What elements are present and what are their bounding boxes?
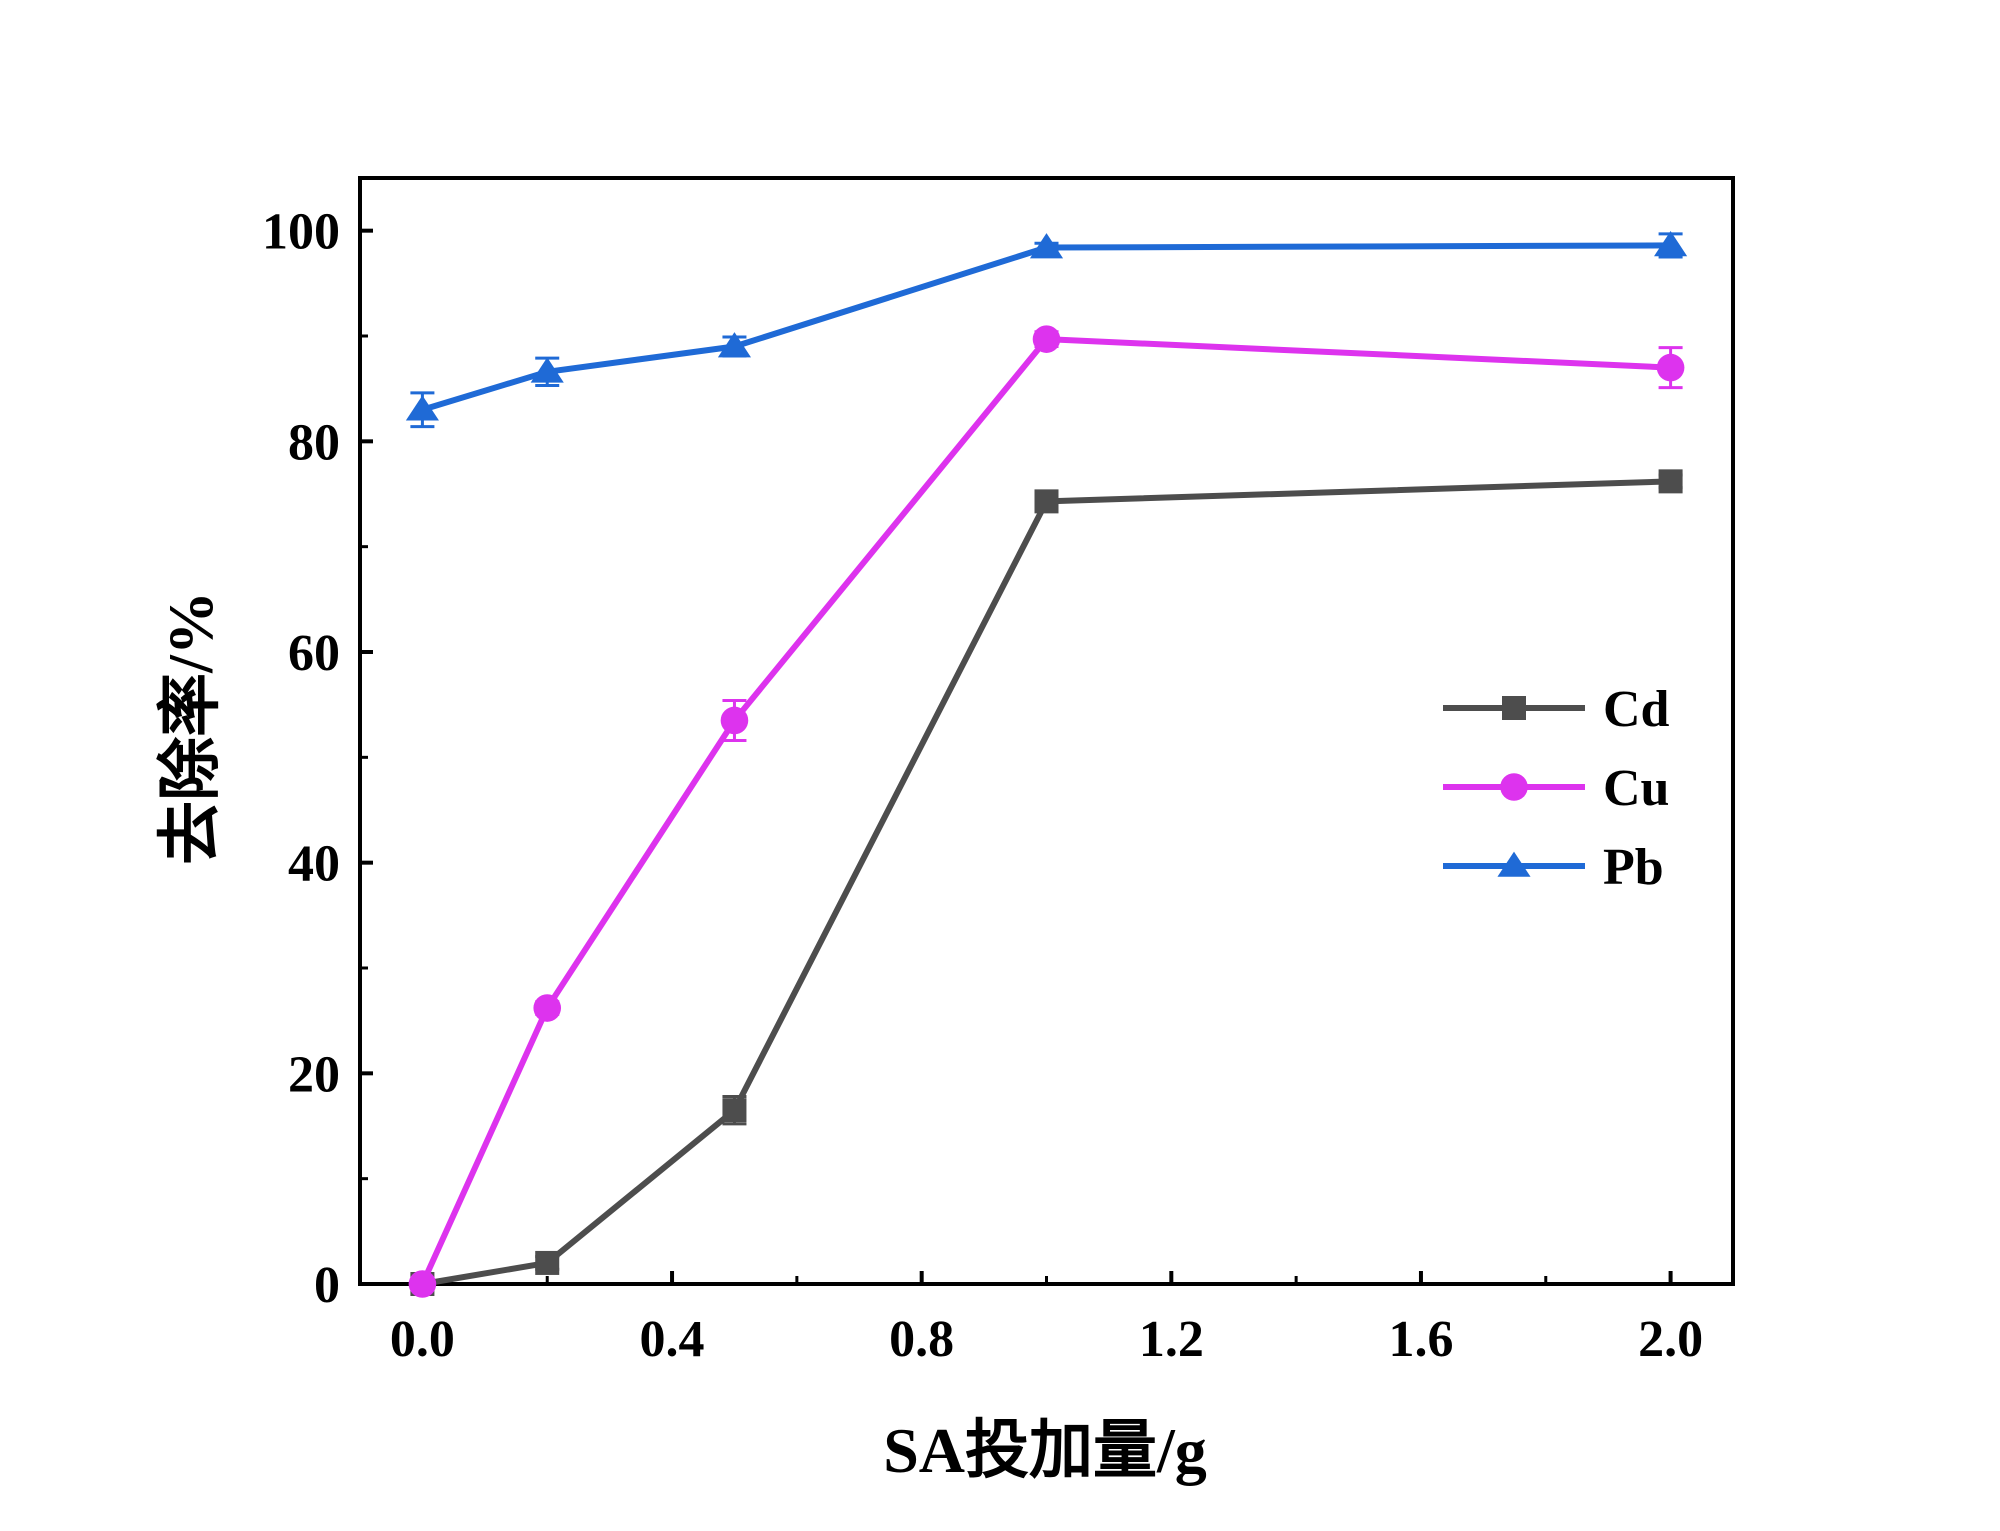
legend-marker-cd	[1502, 696, 1526, 720]
data-point-cu	[408, 1270, 437, 1298]
x-tick-label: 0.4	[640, 1311, 705, 1368]
data-point-cd	[722, 1098, 747, 1123]
legend-entry-cu: Cu	[1443, 760, 1669, 817]
data-point-cu	[1032, 325, 1061, 353]
legend-marker-cu	[1500, 773, 1528, 801]
x-tick-label: 2.0	[1638, 1311, 1703, 1368]
axes: 0 20 40 60 80 100 0.0 0.4 0.8 1.2 1.6 2.0	[262, 176, 1735, 1368]
x-tick-label: 0.0	[390, 1311, 455, 1368]
legend-label-cd: Cd	[1603, 681, 1670, 738]
legend-entry-cd: Cd	[1443, 681, 1670, 738]
data-point-cd	[1658, 469, 1683, 494]
x-axis-title: SA投加量/g	[883, 1415, 1207, 1486]
x-tick-label: 1.6	[1388, 1311, 1453, 1368]
data-point-cu	[720, 706, 749, 735]
y-tick-label: 20	[288, 1046, 340, 1103]
plot-data	[405, 231, 1688, 1298]
data-point-pb	[717, 332, 752, 358]
x-tick-label: 1.2	[1139, 1311, 1204, 1368]
legend-label-cu: Cu	[1603, 760, 1669, 817]
y-tick-label: 80	[288, 414, 340, 471]
series-cd	[410, 469, 1683, 1296]
data-point-cu	[1656, 353, 1685, 382]
y-tick-label: 60	[288, 625, 340, 682]
series-cu	[408, 325, 1685, 1298]
y-tick-label: 100	[262, 204, 340, 261]
data-point-pb	[1029, 233, 1064, 259]
x-tick-label: 0.8	[889, 1311, 954, 1368]
y-axis-title: 去除率/%	[155, 591, 226, 865]
legend-entry-pb: Pb	[1443, 839, 1664, 896]
data-point-pb	[530, 357, 564, 383]
y-tick-label: 40	[288, 836, 340, 893]
data-point-pb	[405, 395, 439, 421]
data-point-pb	[1654, 231, 1688, 257]
y-tick-label: 0	[314, 1257, 340, 1314]
legend: Cd Cu Pb	[1443, 681, 1670, 896]
data-point-cu	[533, 994, 562, 1022]
series-line-cu	[419, 336, 1671, 1286]
data-point-cd	[535, 1250, 560, 1275]
legend-label-pb: Pb	[1603, 839, 1664, 896]
legend-marker-pb	[1497, 851, 1531, 877]
data-point-cd	[1034, 489, 1059, 514]
series-pb	[405, 231, 1688, 429]
series-line-cd	[421, 478, 1671, 1287]
